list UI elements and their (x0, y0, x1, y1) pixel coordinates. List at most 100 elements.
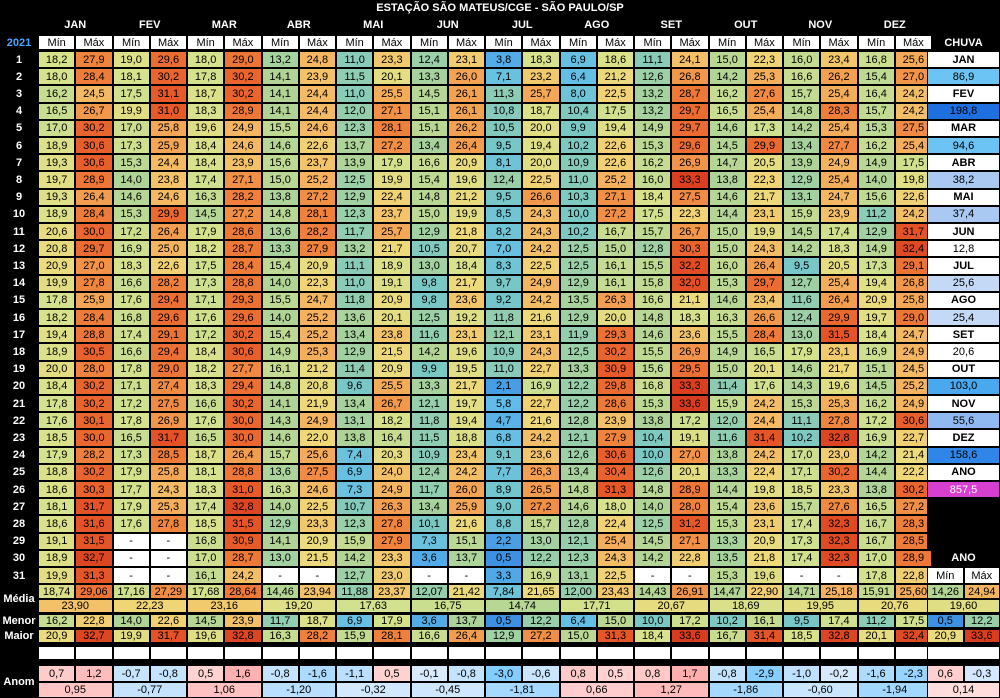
temp-cell: 17,4 (820, 223, 857, 240)
temp-cell: 17,0 (38, 120, 75, 137)
temp-cell: 18,4 (187, 343, 224, 360)
temp-cell: 16,8 (187, 533, 224, 550)
temp-cell: 10,9 (485, 343, 522, 360)
media-cell: 12,07 (411, 584, 448, 599)
temp-cell: 23,3 (373, 550, 410, 567)
temp-cell: 12,3 (336, 120, 373, 137)
temp-cell: 16,7 (858, 515, 895, 532)
media-cell: 17,16 (113, 584, 150, 599)
day-label: 23 (0, 429, 38, 446)
temp-cell: 25,7 (522, 85, 559, 102)
temp-cell: 12,8 (634, 240, 671, 257)
temp-cell: 6,4 (560, 68, 597, 85)
temp-cell: 30,2 (75, 464, 112, 481)
temp-cell: 24,3 (522, 206, 559, 223)
temp-cell: 26,4 (746, 257, 783, 274)
temp-cell: 18,3 (113, 257, 150, 274)
temp-cell: 19,7 (448, 395, 485, 412)
temp-cell: 20,9 (373, 292, 410, 309)
temp-cell: 23,1 (522, 326, 559, 343)
temp-cell: 13,0 (262, 550, 299, 567)
rain-month-label: JAN (927, 51, 1000, 68)
temp-cell: 27,1 (597, 189, 634, 206)
maior-cell: 28,1 (373, 629, 410, 643)
maior-cell: 16,3 (262, 629, 299, 643)
temp-cell: 25,4 (820, 171, 857, 188)
temp-cell: 2,1 (485, 378, 522, 395)
day-label: 11 (0, 223, 38, 240)
temp-cell: 17,6 (113, 292, 150, 309)
temp-cell: 11,1 (336, 257, 373, 274)
rain-month-label: JUL (927, 257, 1000, 274)
temp-cell: 29,7 (671, 103, 708, 120)
temp-cell: 28,6 (597, 395, 634, 412)
temp-cell: 15,0 (709, 223, 746, 240)
temp-cell: 22,5 (522, 257, 559, 274)
temp-cell: 27,9 (299, 240, 336, 257)
temp-cell: 14,9 (634, 120, 671, 137)
temp-cell: - (448, 567, 485, 584)
spacer-cell (75, 646, 112, 660)
temp-cell: 16,1 (187, 567, 224, 584)
temp-cell: 14,3 (262, 412, 299, 429)
temp-cell: 15,4 (411, 171, 448, 188)
rain-value: 198,8 (927, 103, 1000, 120)
temp-cell: 11,6 (709, 429, 746, 446)
temp-cell: 14,7 (709, 154, 746, 171)
anom-combined-cell: 1,06 (187, 682, 262, 698)
temp-cell: 26,5 (522, 481, 559, 498)
maior-cell: 27,2 (522, 629, 559, 643)
temp-cell: 17,9 (113, 464, 150, 481)
temp-cell: 11,6 (411, 326, 448, 343)
temp-cell: 3,8 (485, 51, 522, 68)
anom-combined-cell: -1,86 (709, 682, 784, 698)
temp-cell: 9,5 (783, 257, 820, 274)
temp-cell: 14,0 (262, 498, 299, 515)
day-label: 24 (0, 447, 38, 464)
temp-cell: 26,7 (373, 395, 410, 412)
temp-cell: 12,3 (336, 206, 373, 223)
temp-cell: 23,9 (597, 412, 634, 429)
temp-cell: 10,0 (560, 206, 597, 223)
menor-cell: 6,9 (336, 614, 373, 628)
temp-cell: 22,5 (299, 498, 336, 515)
month-header-mai: MAI (336, 17, 411, 32)
temp-cell: 21,2 (597, 68, 634, 85)
maior-cell: 32,8 (820, 629, 857, 643)
temp-cell: 26,7 (671, 223, 708, 240)
sub-header-max: Máx (224, 35, 261, 50)
temp-cell: 20,5 (820, 257, 857, 274)
temp-cell: 18,3 (522, 51, 559, 68)
temp-cell: 18,4 (634, 189, 671, 206)
temp-cell: 30,2 (224, 326, 261, 343)
menor-cell: 22,6 (150, 614, 187, 628)
year-summary-max-header: Máx (964, 567, 1000, 584)
anom-cell: 1,7 (671, 665, 708, 682)
rain-month-label: DEZ (927, 429, 1000, 446)
temp-cell: 12,2 (560, 378, 597, 395)
anom-cell: 0,5 (373, 665, 410, 682)
temp-cell: 13,3 (411, 68, 448, 85)
media-cell: 11,88 (336, 584, 373, 599)
temp-cell: 14,2 (783, 120, 820, 137)
temp-cell: 29,3 (224, 292, 261, 309)
menor-cell: 10,2 (709, 614, 746, 628)
temp-cell: 13,7 (448, 550, 485, 567)
temp-cell: 14,2 (709, 68, 746, 85)
temp-cell: 30,0 (224, 412, 261, 429)
temp-cell: 12,1 (411, 395, 448, 412)
spacer-cell (150, 646, 187, 660)
temp-cell: 28,3 (820, 103, 857, 120)
temp-cell: 14,8 (262, 206, 299, 223)
temp-cell: 16,2 (38, 85, 75, 102)
temp-cell: 26,9 (671, 154, 708, 171)
temp-cell: 31,0 (224, 481, 261, 498)
rain-empty (927, 515, 1000, 532)
temp-cell: 26,2 (448, 120, 485, 137)
temp-cell: 14,5 (187, 206, 224, 223)
temp-cell: 13,5 (709, 550, 746, 567)
month-header-fev: FEV (113, 17, 188, 32)
temp-cell: 17,0 (113, 120, 150, 137)
temp-cell: 12,5 (560, 240, 597, 257)
day-label: 20 (0, 378, 38, 395)
